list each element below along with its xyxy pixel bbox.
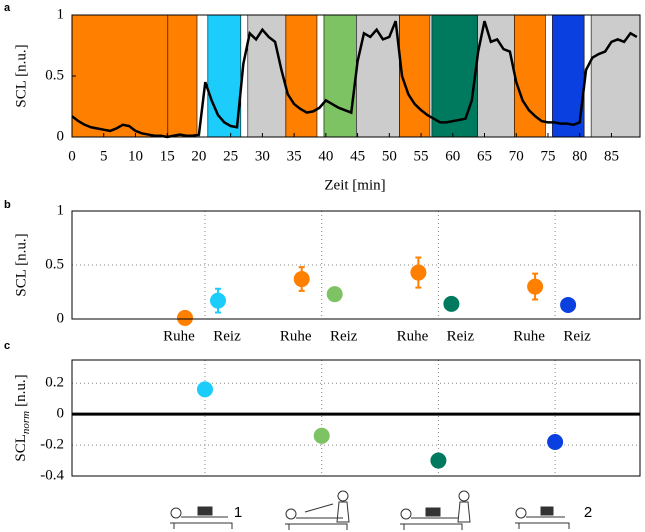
point bbox=[430, 453, 446, 469]
point bbox=[314, 428, 330, 444]
x-tick-label: 2 bbox=[584, 504, 592, 521]
point bbox=[210, 293, 226, 309]
x-tick-label: 20 bbox=[191, 148, 206, 164]
y-axis-label-main: SCL bbox=[13, 434, 29, 462]
x-tick-label: 10 bbox=[128, 148, 143, 164]
point bbox=[547, 434, 563, 450]
point bbox=[294, 271, 310, 287]
y-tick-label: 0.2 bbox=[45, 375, 64, 391]
phase-band bbox=[432, 15, 478, 137]
x-tick-label: 40 bbox=[318, 148, 333, 164]
point bbox=[410, 265, 426, 281]
x-tick-label: Reiz bbox=[563, 328, 591, 344]
x-tick-label: 45 bbox=[350, 148, 365, 164]
phase-band bbox=[399, 15, 429, 137]
patient-icon bbox=[515, 507, 569, 529]
point bbox=[560, 297, 576, 313]
point bbox=[527, 279, 543, 295]
phase-band bbox=[324, 15, 356, 137]
y-axis-label-sub: norm bbox=[20, 411, 32, 434]
y-tick-label: 0 bbox=[57, 310, 65, 326]
phase-band bbox=[208, 15, 241, 137]
x-axis-label: Zeit [min] bbox=[324, 177, 385, 193]
x-tick-label: 60 bbox=[445, 148, 460, 164]
x-tick-label: 70 bbox=[509, 148, 524, 164]
phase-band bbox=[168, 15, 197, 137]
point bbox=[327, 286, 343, 302]
panel-label: c bbox=[4, 340, 10, 352]
plot-frame bbox=[72, 360, 640, 476]
x-tick-label: 50 bbox=[382, 148, 397, 164]
x-tick-label: 15 bbox=[160, 148, 175, 164]
panel-label: b bbox=[4, 199, 11, 211]
y-tick-label: 1 bbox=[57, 6, 65, 22]
x-tick-label: Ruhe bbox=[280, 328, 312, 344]
y-axis-label: SCLnorm [n.u.] bbox=[13, 374, 31, 461]
x-tick-label: Reiz bbox=[447, 328, 475, 344]
patient-doctor-icon bbox=[285, 491, 349, 530]
x-tick-label: 5 bbox=[100, 148, 108, 164]
y-axis-label: SCL [n.u.] bbox=[13, 233, 29, 296]
y-axis-label-unit: [n.u.] bbox=[13, 374, 29, 407]
patient-icon bbox=[170, 507, 232, 529]
icons bbox=[170, 491, 569, 530]
panel-label: a bbox=[4, 2, 11, 14]
x-tick-label: 65 bbox=[477, 148, 492, 164]
figure: a b c Zeit [min] SCL [n.u.] SCL [n.u.] S… bbox=[0, 0, 645, 532]
x-tick-label: Reiz bbox=[213, 328, 241, 344]
point bbox=[177, 310, 193, 326]
x-tick-label: 35 bbox=[287, 148, 302, 164]
x-tick-label: 0 bbox=[68, 148, 76, 164]
x-tick-label: 55 bbox=[414, 148, 429, 164]
y-tick-label: 0.5 bbox=[45, 256, 64, 272]
phase-band bbox=[286, 15, 317, 137]
y-tick-label: 0 bbox=[57, 406, 65, 422]
y-tick-label: 1 bbox=[57, 202, 65, 218]
x-tick-label: 75 bbox=[540, 148, 555, 164]
y-axis-label: SCL [n.u.] bbox=[13, 44, 29, 107]
point bbox=[197, 381, 213, 397]
phase-band bbox=[72, 15, 168, 137]
x-tick-label: Ruhe bbox=[397, 328, 429, 344]
phase-band bbox=[514, 15, 545, 137]
x-tick-label: Ruhe bbox=[513, 328, 545, 344]
x-tick-label: 25 bbox=[223, 148, 238, 164]
x-tick-label: Reiz bbox=[330, 328, 358, 344]
x-tick-label: 1 bbox=[234, 504, 242, 521]
x-tick-label: 30 bbox=[255, 148, 270, 164]
y-tick-label: 0 bbox=[57, 128, 65, 144]
y-tick-label: -0.2 bbox=[40, 437, 64, 453]
x-tick-label: Ruhe bbox=[163, 328, 195, 344]
point bbox=[443, 296, 459, 312]
patient-doctor-icon bbox=[400, 491, 470, 530]
y-tick-label: 0.5 bbox=[45, 67, 64, 83]
x-tick-label: 85 bbox=[604, 148, 619, 164]
x-tick-label: 80 bbox=[572, 148, 587, 164]
y-tick-label: -0.4 bbox=[40, 467, 64, 483]
